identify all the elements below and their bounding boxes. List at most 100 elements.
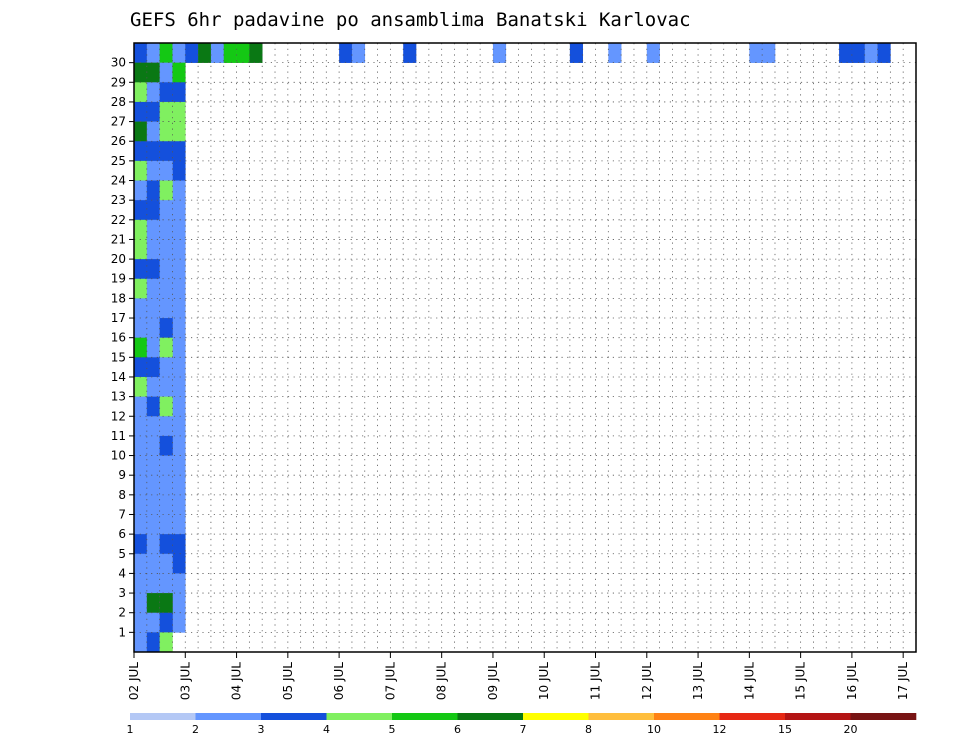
heatmap-cell (172, 180, 186, 201)
heatmap-cell (134, 455, 148, 476)
heatmap-cell (159, 396, 173, 417)
heatmap-cell (134, 573, 148, 594)
heatmap-cell (172, 416, 186, 437)
heatmap-cell (146, 101, 160, 122)
heatmap-cell (134, 534, 148, 555)
heatmap-cell (134, 259, 148, 280)
chart-title: GEFS 6hr padavine po ansamblima Banatski… (130, 9, 691, 31)
colorbar-label: 8 (585, 723, 592, 736)
y-tick-label: 18 (111, 291, 126, 305)
heatmap-cell (146, 43, 160, 63)
heatmap-cell (159, 82, 173, 103)
heatmap-cell (134, 219, 148, 240)
x-tick-label: 02 JUL (127, 662, 141, 700)
heatmap-cell (146, 337, 160, 358)
heatmap-cell (172, 43, 186, 63)
y-tick-label: 7 (118, 507, 126, 521)
heatmap-cell (172, 160, 186, 181)
heatmap-cell (762, 43, 776, 63)
y-tick-label: 6 (118, 527, 126, 541)
heatmap-cell (172, 121, 186, 142)
heatmap-cell (223, 43, 237, 63)
x-axis: 02 JUL 03 JUL 04 JUL 05 JUL 06 JUL 07 JUL 08 J… (127, 652, 910, 700)
y-tick-label: 8 (118, 488, 126, 502)
x-tick-label: 13 JUL (691, 662, 705, 700)
colorbar-label: 1 (127, 723, 134, 736)
colorbar-label: 5 (389, 723, 396, 736)
y-tick-label: 5 (118, 547, 126, 561)
heatmap-cell (146, 278, 160, 299)
heatmap-cell (146, 239, 160, 260)
heatmap-cell (339, 43, 353, 63)
x-tick-label: 11 JUL (589, 662, 603, 700)
heatmap-cell (134, 475, 148, 496)
heatmap-cell (159, 318, 173, 338)
heatmap-cell (172, 298, 186, 319)
colorbar-label: 4 (323, 723, 330, 736)
y-tick-label: 30 (111, 56, 126, 70)
heatmap-cell (159, 573, 173, 594)
x-tick-label: 08 JUL (435, 662, 449, 700)
heatmap-cell (146, 612, 160, 633)
heatmap-cell (134, 612, 148, 633)
y-tick-label: 12 (111, 409, 126, 423)
heatmap-cell (134, 278, 148, 299)
heatmap-cell (608, 43, 622, 63)
x-tick-label: 10 JUL (537, 662, 551, 700)
heatmap-cell (134, 396, 148, 417)
heatmap-cell (146, 82, 160, 103)
heatmap-cell (146, 632, 160, 653)
y-axis: 1234567891011121314151617181920212223242… (111, 56, 134, 639)
heatmap-cell (851, 43, 866, 63)
x-tick-label: 09 JUL (486, 662, 500, 700)
colorbar-swatch (588, 713, 655, 720)
colorbar-label: 12 (713, 723, 727, 736)
heatmap-cell (172, 435, 186, 456)
heatmap-cell (646, 43, 660, 63)
heatmap-cell (159, 298, 173, 319)
heatmap-cell (159, 200, 173, 221)
heatmap-cell (159, 632, 173, 653)
colorbar-swatch (195, 713, 262, 720)
heatmap-cell (134, 82, 148, 103)
y-tick-label: 4 (118, 566, 126, 580)
colorbar-swatch (719, 713, 786, 720)
heatmap-cell (134, 553, 148, 574)
heatmap-cell (172, 475, 186, 496)
heatmap-cell (146, 593, 160, 614)
heatmap-cell (159, 121, 173, 142)
heatmap-cell (134, 121, 148, 142)
heatmap-cell (172, 239, 186, 260)
x-tick-label: 05 JUL (281, 662, 295, 700)
y-tick-label: 14 (111, 370, 126, 384)
heatmap-cell (877, 43, 891, 63)
heatmap-cell (172, 259, 186, 280)
heatmap-cell (134, 160, 148, 181)
y-tick-label: 24 (111, 174, 126, 188)
colorbar-swatch (523, 713, 589, 720)
heatmap-cell (134, 298, 148, 319)
heatmap-cell (134, 141, 148, 162)
heatmap-cell (134, 514, 148, 535)
heatmap-cell (172, 62, 186, 83)
heatmap-cell (172, 455, 186, 476)
colorbar-label: 20 (844, 723, 858, 736)
y-tick-label: 26 (111, 134, 126, 148)
heatmap-cell (172, 376, 186, 397)
heatmap-cell (159, 43, 173, 63)
heatmap-cell (492, 43, 507, 63)
heatmap-cell (134, 62, 148, 83)
y-tick-label: 20 (111, 252, 126, 266)
y-tick-label: 2 (118, 606, 126, 620)
heatmap-cell (146, 534, 160, 555)
heatmap-cell (172, 141, 186, 162)
y-tick-label: 13 (111, 390, 126, 404)
y-tick-label: 15 (111, 350, 126, 364)
x-tick-label: 12 JUL (640, 662, 654, 700)
heatmap-cell (749, 43, 763, 63)
heatmap-cell (159, 593, 173, 614)
heatmap-cell (569, 43, 583, 63)
heatmap-cell (839, 43, 853, 63)
heatmap-cell (146, 475, 160, 496)
heatmap-cell (159, 455, 173, 476)
